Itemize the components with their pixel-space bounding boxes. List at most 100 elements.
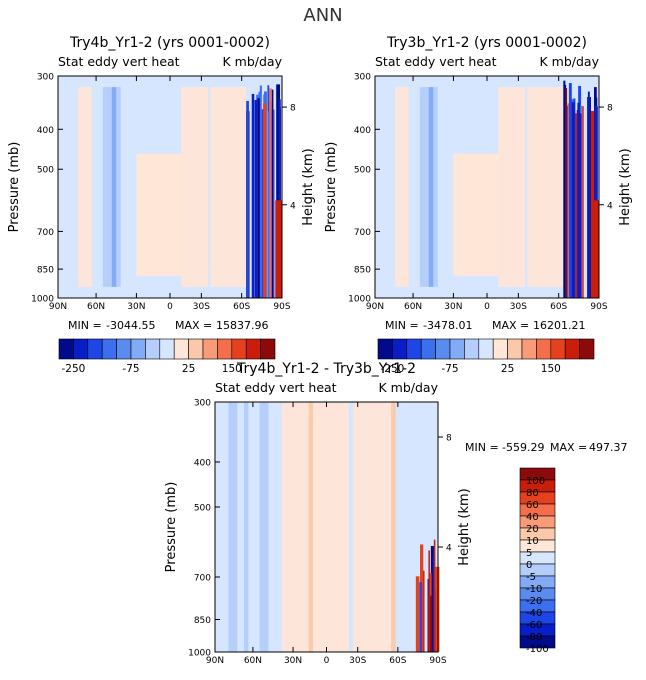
colorbar-swatch — [58, 338, 74, 360]
colorbar-label: -75 — [441, 363, 458, 375]
field-streak — [577, 102, 580, 298]
colorbar-label: -100 — [526, 644, 549, 655]
colorbar-swatch — [507, 338, 523, 360]
colorbar-swatch — [464, 338, 480, 360]
field-streak — [263, 103, 267, 298]
y-axis-label: Pressure (mb) — [324, 142, 339, 233]
colorbar-swatch — [73, 338, 89, 360]
colorbar-swatch — [519, 635, 556, 649]
colorbar: -250 -75 25 150 — [377, 338, 595, 375]
plot-field — [58, 76, 282, 299]
height-tick-label: 4 — [290, 201, 296, 211]
colorbar-swatch — [564, 338, 580, 360]
colorbar-swatch — [87, 338, 103, 360]
field-band — [210, 87, 247, 287]
panel-title: Try4b_Yr1-2 - Try3b_Yr1-2 — [236, 361, 416, 377]
field-streak — [269, 88, 272, 298]
field-streak — [246, 100, 249, 298]
plot-field — [375, 76, 599, 299]
x-tick-label: 30S — [349, 656, 366, 666]
min-label: MIN = — [68, 319, 102, 332]
panel-title: Try3b_Yr1-2 (yrs 0001-0002) — [386, 35, 587, 51]
y-tick-label: 300 — [37, 73, 54, 83]
field-band — [395, 87, 409, 287]
field-streak — [415, 576, 420, 652]
panel-subtitle-right: K mb/day — [223, 54, 283, 69]
field-band — [228, 402, 238, 652]
field-streak — [278, 99, 281, 299]
y-tick-label: 1000 — [348, 295, 371, 305]
min-value: -3044.55 — [106, 319, 155, 332]
y-tick-label: 850 — [194, 616, 211, 626]
field-streak — [435, 566, 440, 652]
colorbar-label: -80 — [526, 632, 542, 643]
height-axis-label: Height (km) — [618, 148, 633, 225]
height-tick-label: 8 — [446, 434, 452, 444]
field-band — [111, 87, 117, 287]
field-band — [259, 402, 269, 652]
colorbar-swatch — [173, 338, 189, 360]
field-streak — [275, 200, 282, 298]
y-tick-label: 400 — [37, 126, 54, 136]
y-tick-label: 1000 — [188, 649, 211, 659]
x-tick-label: 90N — [366, 302, 384, 312]
colorbar-label: -250 — [61, 363, 85, 375]
colorbar-swatch — [492, 338, 508, 360]
colorbar-swatch — [377, 338, 393, 360]
colorbar-swatch — [420, 338, 436, 360]
x-tick-label: 0 — [167, 302, 173, 312]
x-tick-label: 90N — [49, 302, 67, 312]
y-tick-label: 400 — [354, 126, 371, 136]
x-tick-label: 30N — [127, 302, 145, 312]
field-band — [498, 87, 526, 287]
colorbar-swatch — [217, 338, 233, 360]
y-axis-label: Pressure (mb) — [164, 482, 179, 573]
x-tick-label: 60S — [550, 302, 567, 312]
field-streak — [428, 595, 433, 652]
field-band — [243, 402, 249, 652]
colorbar-swatch — [260, 338, 276, 360]
x-tick-label: 90S — [429, 656, 446, 666]
field-band — [281, 402, 349, 652]
min-value: -559.29 — [502, 441, 544, 454]
max-label: MAX = — [550, 441, 587, 454]
panel-subtitle-right: K mb/day — [540, 54, 600, 69]
x-tick-label: 90S — [590, 302, 607, 312]
field-streak — [428, 550, 430, 652]
colorbar-label: -75 — [122, 363, 139, 375]
x-tick-label: 0 — [324, 656, 330, 666]
field-streak — [257, 98, 262, 298]
field-band — [308, 402, 314, 652]
field-streak — [568, 83, 572, 298]
panel-panel_a: Try4b_Yr1-2 (yrs 0001-0002) Stat eddy ver… — [7, 35, 316, 375]
y-tick-label: 500 — [37, 166, 54, 176]
field-streak — [261, 109, 265, 298]
colorbar-swatch — [159, 338, 175, 360]
colorbar-label: 25 — [182, 363, 195, 375]
colorbar-swatch — [435, 338, 451, 360]
x-tick-label: 60S — [389, 656, 406, 666]
panel-subtitle-right: K mb/day — [379, 380, 439, 395]
x-tick-label: 60N — [87, 302, 105, 312]
x-tick-label: 90N — [206, 656, 224, 666]
colorbar-label: -40 — [526, 608, 542, 619]
colorbar-label: 40 — [526, 512, 539, 523]
colorbar-label: 100 — [526, 476, 545, 487]
y-tick-label: 700 — [37, 228, 54, 238]
y-tick-label: 1000 — [31, 295, 54, 305]
x-tick-label: 60S — [233, 302, 250, 312]
field-streak — [592, 200, 599, 298]
field-streak — [573, 113, 578, 298]
x-tick-label: 30S — [193, 302, 210, 312]
field-band — [353, 402, 394, 652]
max-value: 497.37 — [589, 441, 628, 454]
x-tick-label: 90S — [273, 302, 290, 312]
colorbar-label: 25 — [501, 363, 514, 375]
field-streak — [433, 539, 436, 652]
colorbar-swatch — [449, 338, 465, 360]
x-tick-label: 30N — [444, 302, 462, 312]
min-value: -3478.01 — [423, 319, 472, 332]
panel-subtitle-left: Stat eddy vert heat — [215, 380, 337, 395]
field-band — [428, 87, 434, 287]
